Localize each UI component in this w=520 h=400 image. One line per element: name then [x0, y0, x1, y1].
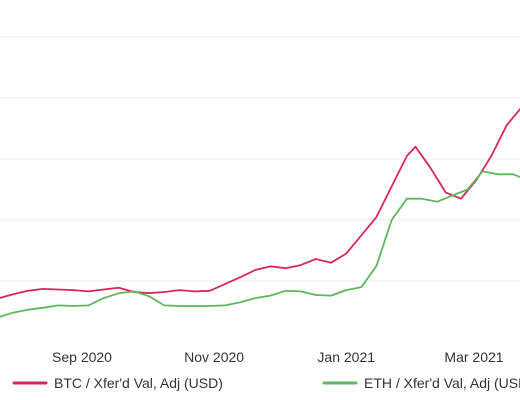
x-tick-label: Sep 2020	[52, 349, 112, 365]
x-tick-label: Mar 2021	[444, 349, 503, 365]
gridlines	[0, 36, 520, 282]
legend-label: ETH / Xfer'd Val, Adj (USD)	[364, 375, 520, 391]
legend-item[interactable]: BTC / Xfer'd Val, Adj (USD)	[12, 375, 223, 391]
series-lines	[0, 107, 520, 318]
x-tick-label: Nov 2020	[184, 349, 244, 365]
btc-series-line	[0, 107, 520, 299]
legend: BTC / Xfer'd Val, Adj (USD) ETH / Xfer'd …	[12, 375, 520, 391]
legend-item[interactable]: ETH / Xfer'd Val, Adj (USD)	[322, 375, 520, 391]
legend-label: BTC / Xfer'd Val, Adj (USD)	[54, 375, 223, 391]
eth-series-line	[0, 170, 520, 318]
x-axis-ticks: Sep 2020 Nov 2020 Jan 2021 Mar 2021	[52, 349, 504, 365]
x-tick-label: Jan 2021	[317, 349, 375, 365]
